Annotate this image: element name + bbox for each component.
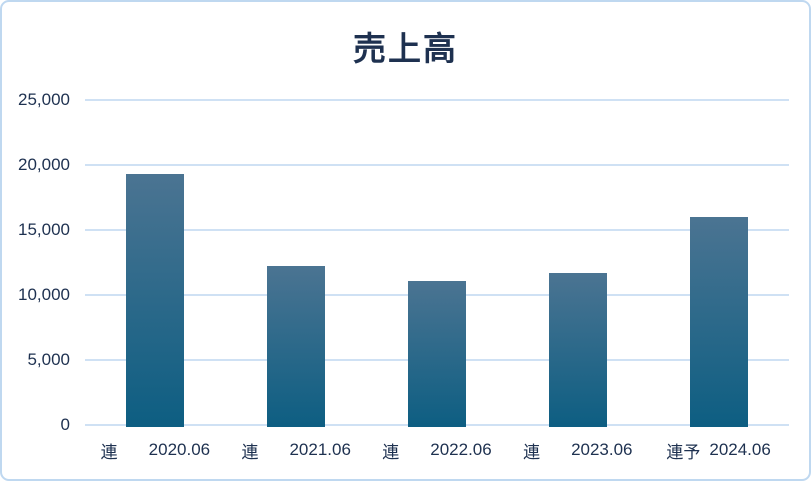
x-tick-marker: 連 xyxy=(382,442,400,462)
gridline xyxy=(85,229,789,231)
bar-2023.06 xyxy=(548,272,607,427)
gridline xyxy=(85,164,789,166)
x-tick-period: 2021.06 xyxy=(289,440,351,459)
x-tick-period: 2023.06 xyxy=(571,440,633,459)
x-tick-period: 2022.06 xyxy=(430,440,492,459)
x-tick-period: 2020.06 xyxy=(148,440,211,459)
x-tick-marker: 連 xyxy=(100,442,118,462)
y-axis-tick-label: 15,000 xyxy=(18,220,70,239)
y-axis-tick-label: 5,000 xyxy=(27,350,70,369)
x-tick-marker: 連予 xyxy=(666,442,701,462)
y-axis-tick-label: 10,000 xyxy=(18,285,70,304)
y-axis-tick-label: 0 xyxy=(60,415,70,434)
x-axis-tick-label: 連予 2024.06 xyxy=(644,438,794,462)
chart-title: 売上高 xyxy=(353,30,458,67)
bar-2024.06 xyxy=(689,217,748,427)
bar-2021.06 xyxy=(267,266,326,427)
x-axis-tick-label: 連 2022.06 xyxy=(362,438,512,462)
y-axis-tick-label: 25,000 xyxy=(18,90,70,109)
x-tick-marker: 連 xyxy=(523,442,541,462)
x-axis-tick-label: 連 2021.06 xyxy=(221,438,371,462)
y-axis-tick-label: 20,000 xyxy=(18,155,70,174)
x-tick-period: 2024.06 xyxy=(709,440,771,459)
bar-2022.06 xyxy=(408,280,466,427)
x-axis-tick-label: 連 2020.06 xyxy=(80,438,230,462)
gridline xyxy=(85,99,789,101)
bar-2020.06 xyxy=(126,174,185,427)
x-axis-tick-label: 連 2023.06 xyxy=(503,438,653,462)
x-tick-marker: 連 xyxy=(241,442,259,462)
